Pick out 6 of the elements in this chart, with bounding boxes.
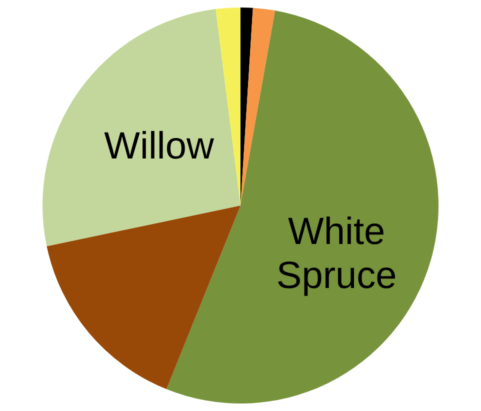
pie-slice xyxy=(42,9,240,246)
pie-slice xyxy=(240,8,276,206)
pie-slice xyxy=(216,8,240,206)
slice-label: Willow xyxy=(104,125,214,168)
pie-slice xyxy=(46,206,240,390)
slice-label: White Spruce xyxy=(276,211,397,298)
